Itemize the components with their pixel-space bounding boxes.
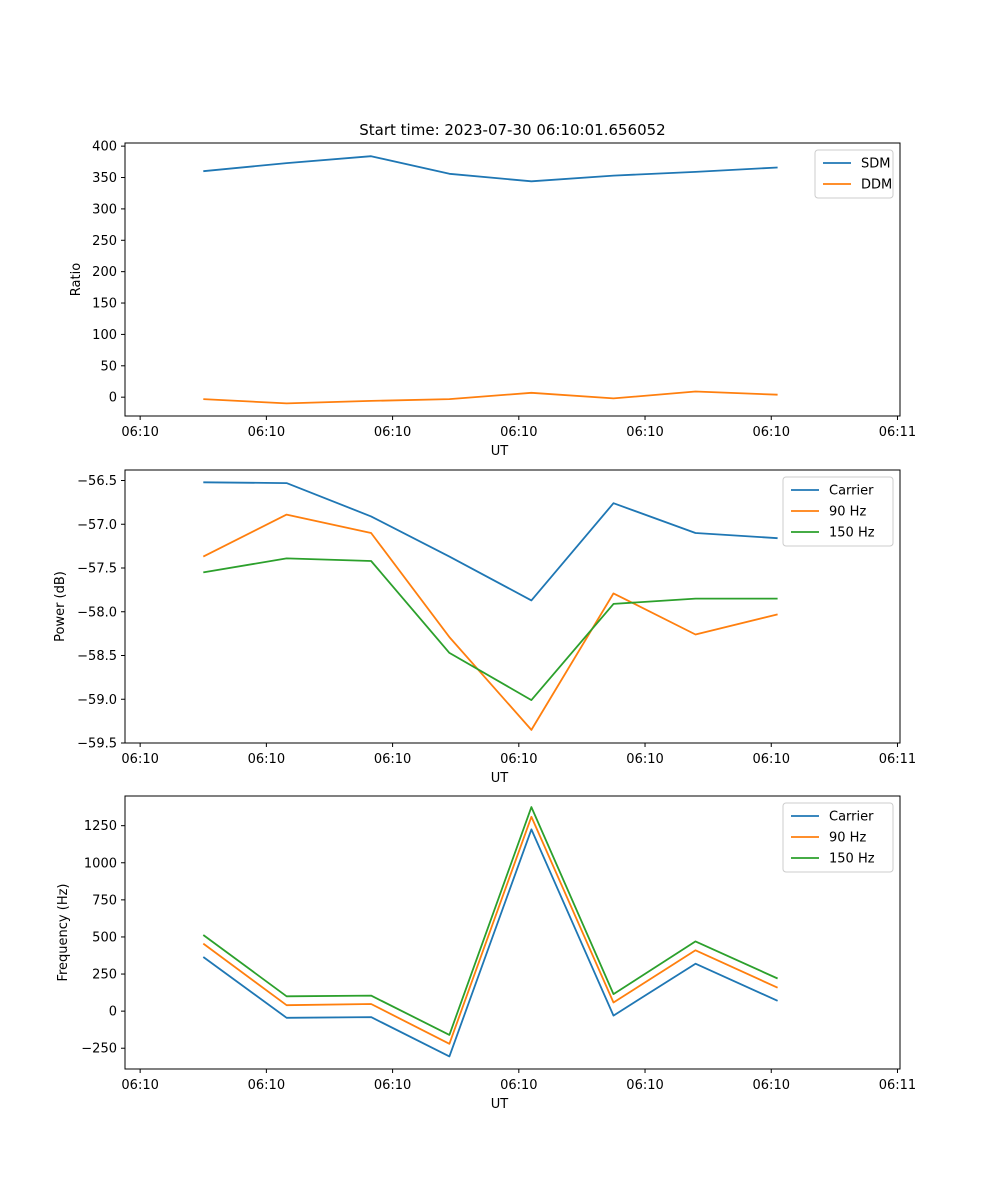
axes-frame — [124, 795, 901, 1070]
legend-label: DDM — [861, 178, 892, 193]
power-panel: 06:10 06:10 06:10 06:10 06:10 06:10 06:11 −56.5… — [53, 469, 916, 786]
y-tick-label: 1000 — [84, 856, 117, 871]
x-tick-label: 06:10 — [374, 752, 411, 767]
y-tick-label: 100 — [92, 328, 117, 343]
x-tick-label: 06:10 — [121, 752, 158, 767]
y-tick-label: −59.0 — [77, 693, 117, 708]
y-tick-label: 250 — [92, 234, 117, 249]
legend-box — [782, 802, 894, 873]
x-tick-label: 06:10 — [248, 1078, 285, 1093]
x-tick-label: 06:10 — [121, 425, 158, 440]
frequency-panel: 06:10 06:10 06:10 06:10 06:10 06:10 06:11 −250 0… — [56, 795, 916, 1112]
y-tick-label: −57.0 — [77, 518, 117, 533]
y-axis-label: Ratio — [69, 263, 84, 296]
series-line-carrier — [202, 828, 778, 1058]
y-tick-label: 750 — [92, 893, 117, 908]
y-tick-label: 250 — [92, 968, 117, 983]
x-tick-label: 06:10 — [248, 752, 285, 767]
x-tick-label: 06:10 — [626, 1078, 663, 1093]
legend-box — [814, 149, 894, 199]
x-axis-label: UT — [491, 444, 509, 459]
axes-frame — [124, 142, 901, 417]
y-tick-label: 150 — [92, 297, 117, 312]
legend-label: 150 Hz — [829, 526, 875, 541]
x-tick-label: 06:10 — [500, 1078, 537, 1093]
x-tick-label: 06:10 — [500, 425, 537, 440]
series-line-90-hz — [202, 513, 778, 731]
y-axis-label: Frequency (Hz) — [56, 883, 71, 981]
series-line-150-hz — [203, 557, 778, 701]
series-line-90-hz — [202, 815, 778, 1045]
legend-label: 90 Hz — [829, 505, 866, 520]
x-tick-label: 06:10 — [500, 752, 537, 767]
y-tick-label: −59.5 — [77, 737, 117, 752]
x-tick-label: 06:10 — [374, 425, 411, 440]
x-tick-label: 06:10 — [626, 752, 663, 767]
y-tick-label: 0 — [109, 391, 117, 406]
y-tick-label: −58.5 — [77, 649, 117, 664]
x-tick-label: 06:10 — [121, 1078, 158, 1093]
x-tick-label: 06:11 — [879, 1078, 916, 1093]
x-tick-label: 06:10 — [248, 425, 285, 440]
series-line-150-hz — [202, 806, 778, 1036]
y-tick-label: −57.5 — [77, 562, 117, 577]
y-tick-label: 200 — [92, 265, 117, 280]
y-tick-label: 300 — [92, 202, 117, 217]
x-tick-label: 06:10 — [753, 425, 790, 440]
legend-label: 150 Hz — [829, 852, 875, 867]
y-tick-label: −56.5 — [77, 474, 117, 489]
series-line-ddm — [203, 390, 778, 405]
x-axis-label: UT — [491, 771, 509, 786]
x-tick-label: 06:10 — [753, 1078, 790, 1093]
series-line-sdm — [203, 155, 778, 183]
y-tick-label: 50 — [100, 359, 117, 374]
series-line-carrier — [203, 481, 778, 602]
x-tick-label: 06:11 — [879, 752, 916, 767]
legend-label: SDM — [861, 157, 890, 172]
x-tick-label: 06:11 — [879, 425, 916, 440]
legend-box — [782, 476, 894, 547]
ratio-panel: Start time: 2023-07-30 06:10:01.656052 06… — [69, 121, 916, 459]
y-tick-label: 0 — [109, 1005, 117, 1020]
x-tick-label: 06:10 — [374, 1078, 411, 1093]
legend-label: Carrier — [829, 810, 874, 825]
x-tick-label: 06:10 — [753, 752, 790, 767]
y-tick-label: 500 — [92, 930, 117, 945]
y-tick-label: 1250 — [84, 819, 117, 834]
y-tick-label: 400 — [92, 140, 117, 155]
chart-title: Start time: 2023-07-30 06:10:01.656052 — [359, 121, 665, 139]
y-axis-label: Power (dB) — [53, 571, 68, 642]
x-tick-label: 06:10 — [626, 425, 663, 440]
legend-label: Carrier — [829, 484, 874, 499]
axes-frame — [124, 469, 901, 744]
y-tick-label: −58.0 — [77, 605, 117, 620]
legend-label: 90 Hz — [829, 831, 866, 846]
y-tick-label: 350 — [92, 171, 117, 186]
x-axis-label: UT — [491, 1097, 509, 1112]
y-tick-label: −250 — [81, 1042, 117, 1057]
